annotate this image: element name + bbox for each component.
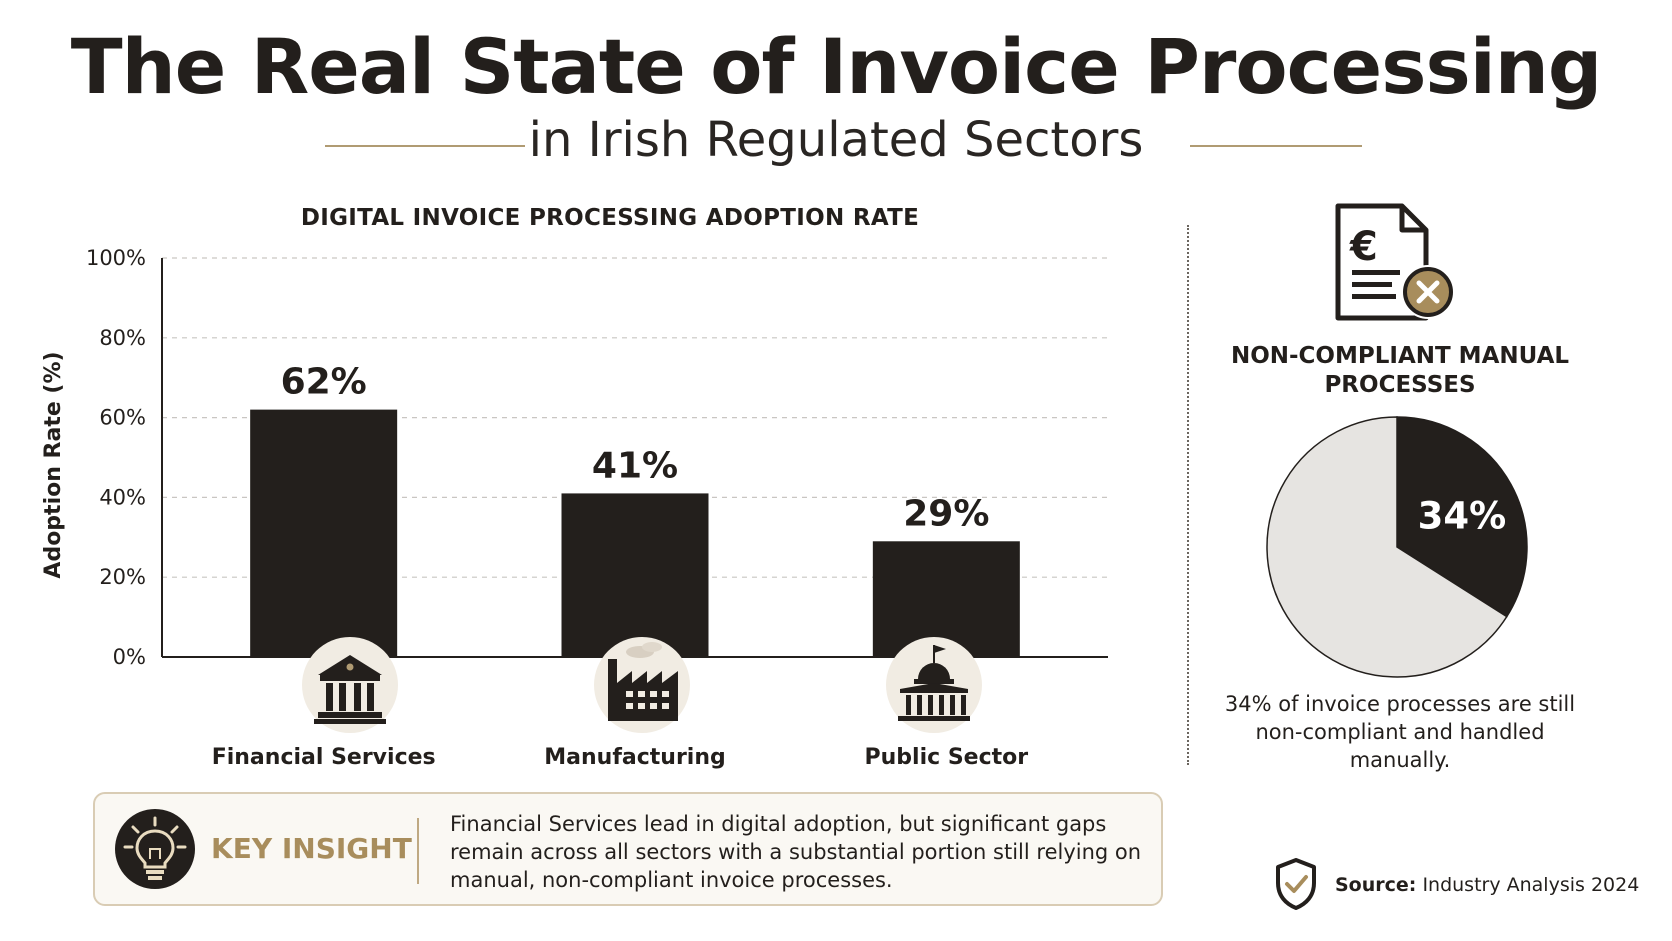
subtitle-rule-right xyxy=(1190,145,1362,147)
page-subtitle: in Irish Regulated Sectors xyxy=(528,112,1144,168)
source-note: Source: Industry Analysis 2024 xyxy=(1335,874,1639,896)
category-label: Manufacturing xyxy=(544,745,726,770)
category-label: Financial Services xyxy=(212,745,436,770)
shield-check-icon xyxy=(1276,858,1316,910)
pie-caption: 34% of invoice processes are still non-c… xyxy=(1224,692,1576,772)
y-tick-label: 100% xyxy=(86,246,146,270)
y-tick-label: 40% xyxy=(99,485,146,509)
section-divider xyxy=(1187,225,1189,765)
factory-icon xyxy=(594,637,690,733)
bar-chart-title: DIGITAL INVOICE PROCESSING ADOPTION RATE xyxy=(300,205,920,231)
insight-separator xyxy=(417,818,419,884)
y-ticks: 0% 20% 40% 60% 80% 100% xyxy=(86,246,146,669)
key-insight-label: KEY INSIGHT xyxy=(211,832,412,865)
bar-chart: Adoption Rate (%) 0% 20% 40% 60% 80% 100% 62%… xyxy=(41,246,1108,770)
category-label: Public Sector xyxy=(865,745,1029,770)
svg-text:€: € xyxy=(1349,224,1378,270)
bars: 62% Financial Services 41% Manufacturing 29%… xyxy=(212,362,1029,770)
bar xyxy=(561,493,709,657)
euro-invoice-rejected-icon: € xyxy=(1335,203,1455,321)
pie-slice xyxy=(1266,416,1508,678)
y-tick-label: 80% xyxy=(99,326,146,350)
bar xyxy=(872,541,1020,657)
key-insight-text: Financial Services lead in digital adopt… xyxy=(450,812,1142,892)
y-axis-label: Adoption Rate (%) xyxy=(41,351,66,578)
key-insight-box: KEY INSIGHT Financial Services lead in d… xyxy=(93,792,1163,906)
bar-value-label: 41% xyxy=(592,445,678,486)
y-tick-label: 20% xyxy=(99,565,146,589)
source-value: Industry Analysis 2024 xyxy=(1422,874,1640,896)
y-tick-label: 0% xyxy=(113,645,146,669)
lightbulb-icon xyxy=(115,809,195,889)
subtitle-rule-left xyxy=(325,145,525,147)
y-tick-label: 60% xyxy=(99,406,146,430)
pie-chart-title: NON-COMPLIANT MANUAL PROCESSES xyxy=(1230,343,1570,398)
government-building-icon xyxy=(886,637,982,733)
pie-chart: 34% xyxy=(1266,416,1528,678)
page-title: The Real State of Invoice Processing xyxy=(70,22,1603,111)
pie-slice-label: 34% xyxy=(1418,495,1507,538)
source-label: Source: xyxy=(1335,874,1417,896)
bar-value-label: 29% xyxy=(903,493,989,534)
bar-value-label: 62% xyxy=(281,362,367,403)
bar xyxy=(250,409,398,657)
bank-icon xyxy=(302,637,398,733)
